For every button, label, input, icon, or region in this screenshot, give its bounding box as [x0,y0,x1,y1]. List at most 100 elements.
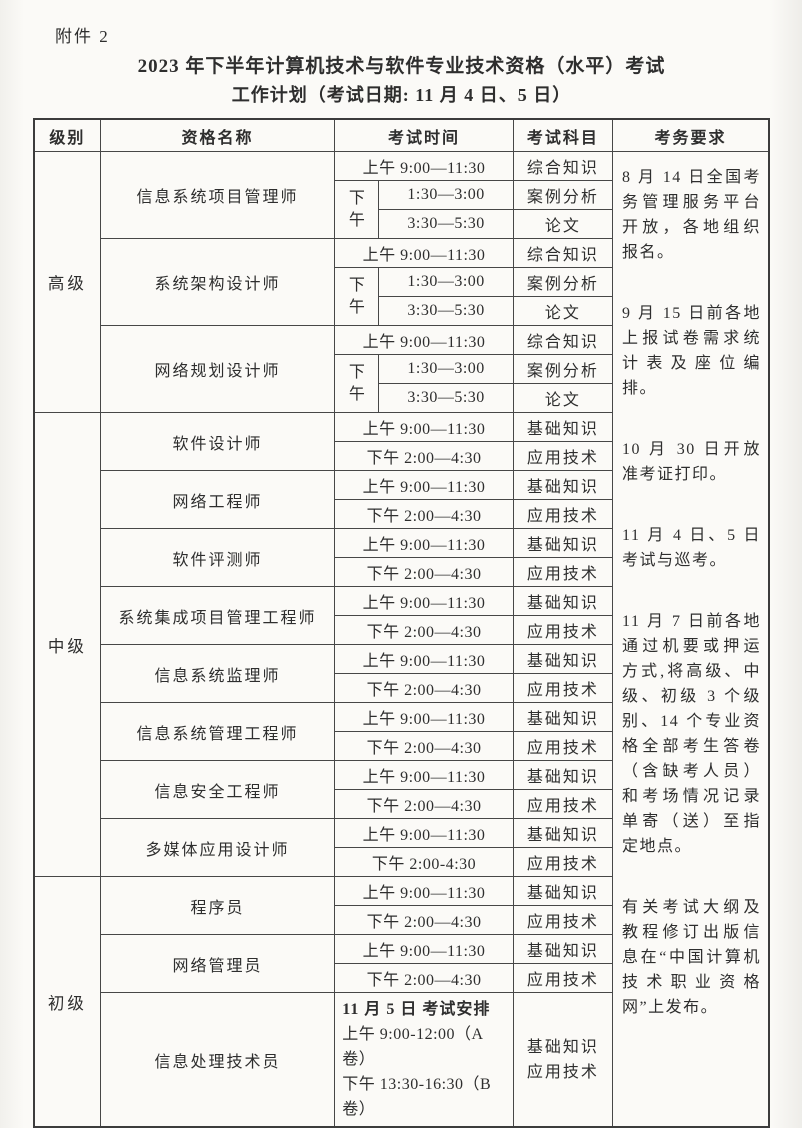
time-cell: 下午 2:00—4:30 [334,499,514,529]
table-row: 信息系统管理工程师 上午 9:00—11:30 基础知识 [34,702,769,761]
time-cell: 上午 9:00—11:30 [334,238,514,268]
subject-cell: 应用技术 [512,847,614,877]
subject-cell: 基础知识 [512,818,614,848]
qualification-name-cell: 系统架构设计师 [99,238,336,326]
subject-line: 基础知识 [526,1038,599,1056]
table-row: 下午 2:00—4:30 应用技术 [34,557,769,587]
notes-paragraph: 9 月 15 日前各地上报试卷需求统计表及座位编排。 [622,305,761,397]
table-row: 网络规划设计师 上午 9:00—11:30 综合知识 [34,325,769,413]
schedule-title: 11 月 5 日 考试安排 [342,1001,491,1018]
table-row: 多媒体应用设计师 上午 9:00—11:30 基础知识 [34,818,769,877]
time-cell: 下午 2:00—4:30 [334,615,514,645]
table-row: 信息系统监理师 上午 9:00—11:30 基础知识 [34,644,769,703]
level-cell-senior: 高级 [33,151,101,413]
subject-cell: 综合知识 [512,238,614,268]
notes-paragraph: 11 月 7 日前各地通过机要或押运方式,将高级、中级、初级 3 个级别、14 … [622,613,761,855]
qualification-name-cell: 信息安全工程师 [99,760,336,819]
time-cell: 下午 2:00—4:30 [334,557,514,587]
document-title-line2: 工作计划（考试日期: 11 月 4 日、5 日） [231,85,572,105]
subject-cell: 应用技术 [512,441,614,471]
table-row: 网络工程师 上午 9:00—11:30 基础知识 [34,470,769,529]
time-cell: 上午 9:00—11:30 [334,528,514,558]
qualification-name-cell: 程序员 [99,876,336,935]
table-row: 下午 2:00-4:30 应用技术 [34,847,769,877]
subject-cell: 基础知识 应用技术 [512,992,614,1128]
subject-cell: 案例分析 [512,354,614,384]
qualification-name-cell: 信息系统管理工程师 [99,702,336,761]
subject-cell: 论文 [512,209,614,239]
afternoon-label: 下午 [348,276,365,316]
subject-cell: 论文 [512,296,614,326]
subject-cell: 应用技术 [512,499,614,529]
table-row: 下午 1:30—3:00 案例分析 [34,180,769,239]
subject-cell: 基础知识 [512,702,614,732]
qualification-name-cell: 软件设计师 [99,412,336,471]
time-cell: 下午 2:00—4:30 [334,789,514,819]
qualification-name-cell: 网络规划设计师 [99,325,336,413]
time-cell: 上午 9:00—11:30 [334,818,514,848]
subject-cell: 基础知识 [512,412,614,442]
time-cell: 1:30—3:00 [378,180,514,210]
qualification-name-cell: 多媒体应用设计师 [99,818,336,877]
subject-cell: 基础知识 [512,586,614,616]
time-cell: 上午 9:00—11:30 [334,876,514,906]
subject-cell: 基础知识 [512,760,614,790]
subject-cell: 基础知识 [512,876,614,906]
time-cell: 下午 2:00—4:30 [334,905,514,935]
subject-cell: 论文 [512,383,614,413]
col-header-notes: 考务要求 [612,118,770,152]
table-row: 下午 2:00—4:30 应用技术 [34,905,769,935]
time-cell-special-schedule: 11 月 5 日 考试安排 上午 9:00-12:00（A 卷） 下午 13:3… [334,992,514,1128]
schedule-morning-line: 上午 9:00-12:00（A 卷） [342,1026,483,1068]
time-cell: 3:30—5:30 [378,383,514,413]
subject-cell: 案例分析 [512,180,614,210]
time-cell: 上午 9:00—11:30 [334,760,514,790]
time-cell: 下午 2:00—4:30 [334,731,514,761]
level-cell-intermediate: 中级 [33,412,101,877]
table-row: 3:30—5:30 论文 [34,383,769,413]
time-cell: 下午 2:00—4:30 [334,441,514,471]
col-header-subject: 考试科目 [512,118,614,152]
time-cell: 下午 2:00—4:30 [334,673,514,703]
exam-schedule-table: 级别 资格名称 考试时间 考试科目 考务要求 高级 信息系统项目管理师 上午 9… [33,118,770,1128]
table-row: 系统架构设计师 上午 9:00—11:30 综合知识 [34,238,769,326]
subject-cell: 基础知识 [512,470,614,500]
time-cell: 下午 2:00-4:30 [334,847,514,877]
subject-cell: 应用技术 [512,557,614,587]
time-cell: 上午 9:00—11:30 [334,151,514,181]
subject-cell: 应用技术 [512,905,614,935]
time-cell: 上午 9:00—11:30 [334,325,514,355]
subject-cell: 基础知识 [512,934,614,964]
time-cell: 1:30—3:00 [378,267,514,297]
subject-cell: 案例分析 [512,267,614,297]
time-cell: 1:30—3:00 [378,354,514,384]
table-row: 高级 信息系统项目管理师 上午 9:00—11:30 综合知识 8 月 14 日… [33,151,770,1128]
subject-line: 应用技术 [526,1063,599,1081]
time-cell: 上午 9:00—11:30 [334,702,514,732]
time-cell: 上午 9:00—11:30 [334,644,514,674]
afternoon-label: 下午 [348,189,365,229]
table-row: 下午 2:00—4:30 应用技术 [34,731,769,761]
notes-paragraph: 8 月 14 日全国考务管理服务平台开放，各地组织报名。 [622,169,761,261]
header-row: 级别 资格名称 考试时间 考试科目 考务要求 [33,118,770,152]
table-row: 下午 2:00—4:30 应用技术 [34,673,769,703]
subject-cell: 基础知识 [512,644,614,674]
table-row: 下午 2:00—4:30 应用技术 [34,789,769,819]
time-cell: 3:30—5:30 [378,296,514,326]
attachment-label: 附件 2 [55,27,110,46]
time-cell: 下午 2:00—4:30 [334,963,514,993]
time-cell: 上午 9:00—11:30 [334,934,514,964]
table-row: 下午 2:00—4:30 应用技术 [34,441,769,471]
document-title-line1: 2023 年下半年计算机技术与软件专业技术资格（水平）考试 [137,56,666,77]
table-row: 下午 1:30—3:00 案例分析 [34,354,769,413]
subject-cell: 应用技术 [512,615,614,645]
afternoon-label-cell: 下午 [334,180,380,239]
subject-cell: 应用技术 [512,673,614,703]
schedule-afternoon-line: 下午 13:30-16:30（B 卷） [342,1076,492,1118]
col-header-time: 考试时间 [334,118,514,152]
subject-cell: 应用技术 [512,731,614,761]
afternoon-label-cell: 下午 [334,354,380,413]
table-row: 下午 2:00—4:30 应用技术 [34,963,769,993]
afternoon-label: 下午 [348,363,365,403]
time-cell: 上午 9:00—11:30 [334,412,514,442]
